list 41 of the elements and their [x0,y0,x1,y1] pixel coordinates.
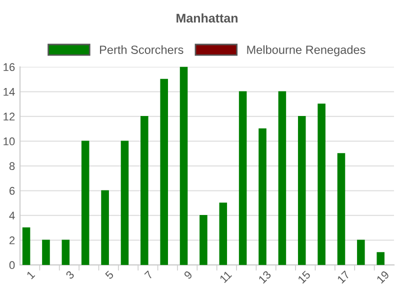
x-tick-label: 1 [26,270,36,280]
bar [298,116,306,265]
bar [22,227,30,265]
bar [160,78,168,265]
bar [258,128,266,265]
x-tick-label: 3 [65,270,75,280]
x-tick-label: 11 [219,270,232,284]
x-tick-label: 5 [104,270,114,280]
y-tick-label: 12 [4,112,15,120]
bar [278,91,286,265]
x-tick-label: 13 [258,270,272,284]
legend-label: Perth Scorchers [100,45,184,54]
chart-title: Manhattan [176,13,238,23]
bar [140,116,148,265]
y-tick-label: 6 [10,186,15,195]
bar [42,240,50,265]
y-tick-label: 0 [9,261,15,270]
bar [376,252,385,265]
bar [219,202,228,265]
x-tick-label: 7 [144,270,154,280]
bar [81,140,90,265]
y-tick-label: 16 [4,63,15,72]
x-tick-label: 15 [298,270,311,284]
x-tick-label: 9 [184,270,193,280]
x-tick-label: 17 [336,270,350,284]
bar [337,153,346,265]
bar [238,91,247,265]
bar [357,240,365,265]
bar [101,190,109,265]
y-tick-label: 10 [4,137,15,146]
bar [62,240,70,265]
y-tick-label: 2 [10,236,15,244]
x-tick-label: 19 [376,270,390,284]
y-tick-label: 8 [9,162,15,170]
y-tick-label: 14 [4,88,15,96]
y-tick-label: 4 [9,212,15,220]
legend-label: Melbourne Renegades [247,45,366,56]
bar [180,66,188,265]
bar [120,140,129,265]
bar [200,215,208,265]
bar [318,104,326,265]
